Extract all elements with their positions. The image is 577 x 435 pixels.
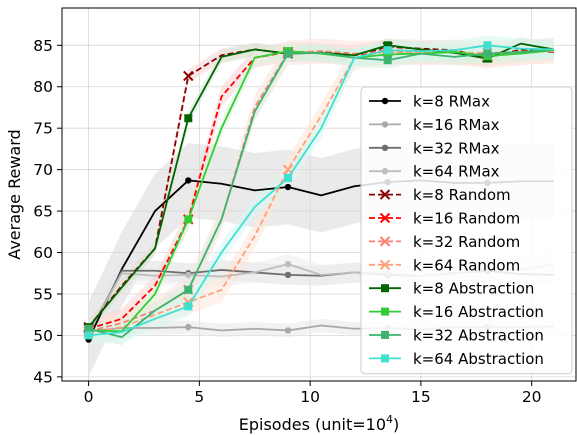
legend-label: k=64 Random <box>413 256 520 274</box>
legend-label: k=64 RMax <box>413 163 500 181</box>
legend-swatch-marker <box>381 121 389 128</box>
legend-label: k=8 Abstraction <box>413 280 534 298</box>
legend-label: k=64 Abstraction <box>413 350 544 368</box>
legend-label: k=16 Random <box>413 210 520 228</box>
legend-swatch-marker <box>379 212 391 224</box>
axis-ticks: 0 5 10 15 20 45 50 55 60 65 70 75 80 85 <box>33 37 541 406</box>
x-axis-title: Episodes (unit=104) <box>239 413 400 434</box>
data-point-k-8-abstraction <box>184 114 193 123</box>
y-tick-label: 60 <box>33 244 53 262</box>
y-tick-label: 65 <box>33 203 53 221</box>
legend: k=8 RMax k=16 RMax k=32 RMax k=64 RMax k=8 R… <box>360 86 573 375</box>
data-point-k-32-abstraction <box>84 324 93 333</box>
legend-swatch-marker <box>379 236 391 247</box>
data-point-k-64-abstraction <box>483 41 492 50</box>
y-axis-title: Average Reward <box>5 129 24 259</box>
legend-swatch-marker <box>381 284 389 293</box>
y-tick-label: 55 <box>33 285 53 303</box>
y-tick-label: 85 <box>33 37 53 55</box>
y-tick-label: 45 <box>33 368 53 386</box>
plot-frame <box>61 7 577 382</box>
marker-stroke <box>379 259 391 271</box>
data-point-k-32-rmax <box>284 271 292 279</box>
y-tick-label: 70 <box>33 161 53 179</box>
data-point-k-32-abstraction <box>283 49 292 58</box>
data-point-k-8-random <box>183 70 194 82</box>
legend-label: k=16 RMax <box>413 116 500 134</box>
x-tick-label: 10 <box>300 388 320 406</box>
data-point-k-8-abstraction <box>383 41 392 50</box>
data-point-k-8-rmax <box>185 177 192 184</box>
x-tick-label: 15 <box>411 388 431 406</box>
data-point-k-16-rmax <box>185 323 192 331</box>
data-point-k-64-rmax <box>284 260 292 268</box>
data-point-k-64-abstraction <box>383 46 392 55</box>
series-line-k-64-random <box>88 50 554 334</box>
data-point-k-32-abstraction <box>184 285 193 294</box>
series-lines <box>83 41 554 343</box>
data-point-k-16-abstraction <box>383 50 392 59</box>
data-point-k-8-rmax <box>284 183 292 191</box>
data-point-k-64-abstraction <box>84 331 93 340</box>
x-tick-label: 0 <box>84 388 94 406</box>
data-point-k-16-rmax <box>284 327 292 334</box>
data-point-k-32-abstraction <box>383 56 392 65</box>
band-k-16-abstraction <box>88 41 554 340</box>
legend-swatch-marker <box>381 354 389 363</box>
legend-swatch-marker <box>381 97 389 105</box>
x-tick-label: 5 <box>194 388 204 406</box>
legend-swatch-marker <box>379 189 391 200</box>
y-tick-label: 80 <box>33 78 53 96</box>
x-tick-label: 20 <box>522 388 542 406</box>
series-line-k-32-abstraction <box>88 48 554 338</box>
marker-stroke <box>183 70 194 82</box>
data-point-k-64-abstraction <box>184 302 193 311</box>
legend-swatch-marker <box>381 307 389 316</box>
series-line-k-64-abstraction <box>88 44 554 337</box>
legend-swatch-marker <box>381 168 389 175</box>
legend-swatch-marker <box>381 331 389 339</box>
legend-swatch-marker <box>381 144 389 151</box>
legend-box <box>360 86 573 375</box>
marker-stroke <box>379 236 391 247</box>
data-point-k-64-rmax <box>185 271 192 279</box>
legend-label: k=8 Random <box>413 186 511 204</box>
legend-label: k=16 Abstraction <box>413 303 544 321</box>
y-tick-label: 75 <box>33 120 53 138</box>
legend-label: k=32 RMax <box>413 139 500 157</box>
y-tick-label: 50 <box>33 327 53 345</box>
data-point-k-32-abstraction <box>483 49 492 58</box>
marker-stroke <box>379 212 391 224</box>
legend-label: k=8 RMax <box>413 93 490 111</box>
legend-label: k=32 Random <box>413 233 520 251</box>
data-point-k-16-abstraction <box>184 215 193 224</box>
marker-stroke <box>282 164 294 175</box>
data-point-k-64-abstraction <box>283 173 292 182</box>
legend-swatch-marker <box>379 259 391 271</box>
marker-stroke <box>379 189 391 200</box>
legend-label: k=32 Abstraction <box>413 327 544 345</box>
